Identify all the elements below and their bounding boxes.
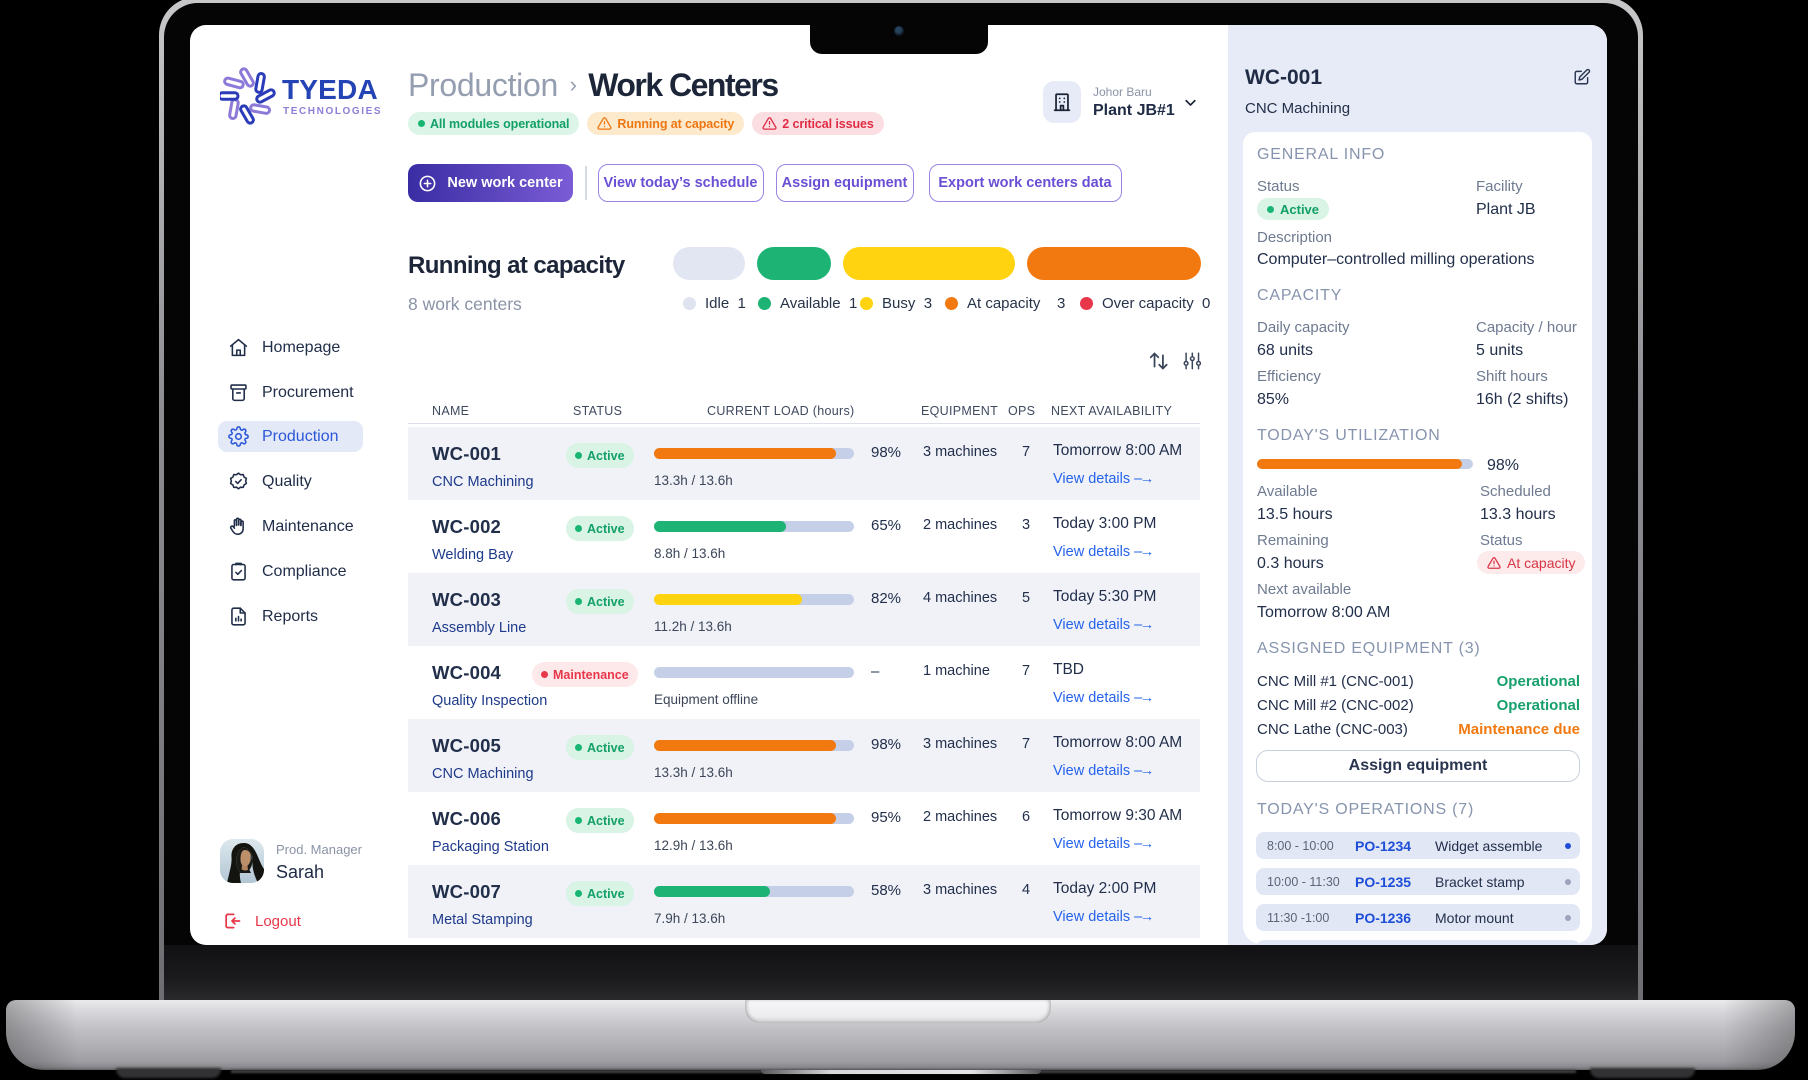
svg-text:TYEDA: TYEDA <box>282 74 378 105</box>
svg-text:TECHNOLOGIES: TECHNOLOGIES <box>283 106 382 117</box>
